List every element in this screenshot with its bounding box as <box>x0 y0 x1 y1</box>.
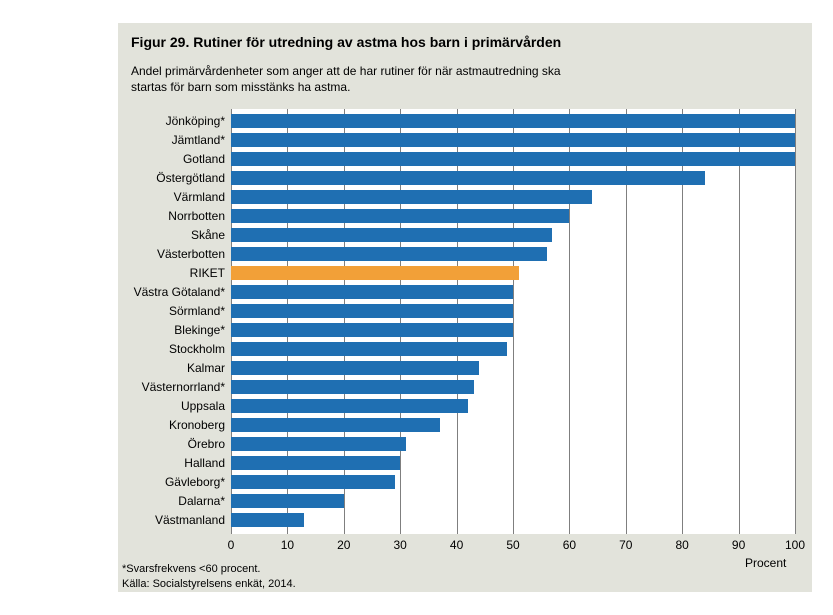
category-label: Jönköping* <box>118 114 225 128</box>
x-tick-label: 40 <box>442 538 472 552</box>
category-label: Stockholm <box>118 342 225 356</box>
y-axis-labels: Jönköping* Jämtland* Gotland Östergötland Vä… <box>118 109 231 534</box>
bar <box>231 285 513 299</box>
category-label: Jämtland* <box>118 133 225 147</box>
x-axis-title: Procent <box>745 556 786 570</box>
bar <box>231 342 507 356</box>
bar <box>231 190 592 204</box>
figure-subtitle-line: Andel primärvårdenheter som anger att de… <box>131 63 561 79</box>
x-tick-label: 80 <box>667 538 697 552</box>
x-tick-label: 90 <box>724 538 754 552</box>
figure-panel: Figur 29. Rutiner för utredning av astma… <box>118 23 812 592</box>
gridline <box>739 109 740 534</box>
category-label: Dalarna* <box>118 494 225 508</box>
bar <box>231 247 547 261</box>
category-label: Halland <box>118 456 225 470</box>
category-label: Västernorrland* <box>118 380 225 394</box>
category-label: Gävleborg* <box>118 475 225 489</box>
category-label: Värmland <box>118 190 225 204</box>
category-label: Sörmland* <box>118 304 225 318</box>
bar <box>231 171 705 185</box>
footnote-line: Källa: Socialstyrelsens enkät, 2014. <box>122 578 296 590</box>
x-tick-label: 70 <box>611 538 641 552</box>
x-tick-label: 30 <box>385 538 415 552</box>
category-label: Kalmar <box>118 361 225 375</box>
x-tick-label: 60 <box>554 538 584 552</box>
bar <box>231 361 479 375</box>
x-axis-ticks: 0102030405060708090100 <box>231 538 795 554</box>
bar <box>231 209 569 223</box>
bar <box>231 114 795 128</box>
figure-subtitle: Andel primärvårdenheter som anger att de… <box>131 63 561 95</box>
bar <box>231 304 513 318</box>
bar <box>231 437 406 451</box>
bar <box>231 494 344 508</box>
footnote-line: *Svarsfrekvens <60 procent. <box>122 563 261 575</box>
bar <box>231 228 552 242</box>
chart-plot-area <box>231 109 795 534</box>
figure-subtitle-line: startas för barn som misstänks ha astma. <box>131 79 561 95</box>
category-label: Norrbotten <box>118 209 225 223</box>
x-tick-label: 0 <box>216 538 246 552</box>
category-label: Uppsala <box>118 399 225 413</box>
bar <box>231 418 440 432</box>
x-tick-label: 10 <box>272 538 302 552</box>
category-label: Gotland <box>118 152 225 166</box>
category-label: RIKET <box>118 266 225 280</box>
gridline <box>795 109 796 534</box>
x-tick-label: 100 <box>780 538 810 552</box>
x-tick-label: 20 <box>329 538 359 552</box>
category-label: Kronoberg <box>118 418 225 432</box>
category-label: Västmanland <box>118 513 225 527</box>
category-label: Skåne <box>118 228 225 242</box>
category-label: Östergötland <box>118 171 225 185</box>
x-tick-label: 50 <box>498 538 528 552</box>
bar <box>231 456 400 470</box>
bar <box>231 152 795 166</box>
bar <box>231 513 304 527</box>
figure-title: Figur 29. Rutiner för utredning av astma… <box>131 34 561 50</box>
bar <box>231 399 468 413</box>
category-label: Västra Götaland* <box>118 285 225 299</box>
bar <box>231 323 513 337</box>
bar-highlight <box>231 266 519 280</box>
category-label: Örebro <box>118 437 225 451</box>
bar <box>231 380 474 394</box>
category-label: Västerbotten <box>118 247 225 261</box>
bar <box>231 133 795 147</box>
category-label: Blekinge* <box>118 323 225 337</box>
bar <box>231 475 395 489</box>
